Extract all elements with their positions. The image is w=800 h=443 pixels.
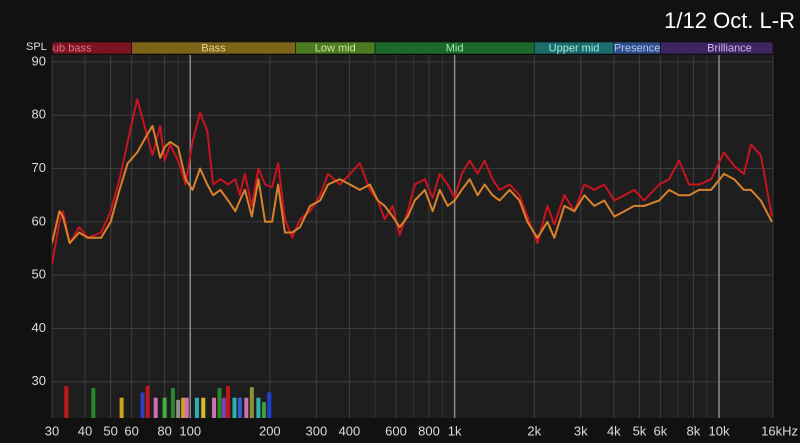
y-tick-label: 30: [32, 373, 46, 388]
x-tick-label: 2k: [527, 423, 541, 438]
x-tick-label: 600: [385, 423, 407, 438]
marker-bar: [267, 392, 272, 418]
band-label: Sub bass: [46, 42, 92, 54]
marker-bar: [256, 397, 261, 418]
marker-bar: [232, 397, 237, 418]
y-tick-label: 50: [32, 267, 46, 282]
marker-bar: [249, 387, 254, 418]
x-tick-label: 200: [259, 423, 281, 438]
marker-bar: [176, 399, 181, 418]
x-tick-label: 50: [103, 423, 117, 438]
x-tick-label: 5k: [633, 423, 647, 438]
band-label: Low mid: [315, 42, 356, 54]
marker-bar: [217, 388, 222, 418]
marker-bar: [261, 402, 266, 418]
x-tick-label: 800: [418, 423, 440, 438]
y-tick-label: 70: [32, 160, 46, 175]
marker-bar: [140, 392, 145, 418]
x-tick-label: 8k: [687, 423, 701, 438]
x-tick-label: 16kHz: [761, 423, 798, 438]
x-tick-label: 30: [45, 423, 59, 438]
marker-bar: [153, 397, 158, 418]
marker-bar: [91, 388, 96, 418]
band: [660, 42, 773, 55]
x-tick-label: 40: [78, 423, 92, 438]
band-label: Brilliance: [707, 42, 752, 54]
marker-bar: [181, 397, 186, 418]
y-tick-label: 80: [32, 107, 46, 122]
x-tick-label: 80: [157, 423, 171, 438]
band-label: Upper mid: [549, 42, 600, 54]
y-tick-label: 90: [32, 53, 46, 68]
x-tick-label: 100: [179, 423, 201, 438]
x-tick-label: 300: [306, 423, 328, 438]
marker-bar: [237, 397, 242, 418]
marker-bar: [184, 397, 189, 418]
layer: Sub bass Bass Low mid Mid Upper mid Presence B…: [32, 42, 798, 438]
series-line: [52, 98, 773, 265]
y-tick-label: 60: [32, 213, 46, 228]
x-tick-label: 10k: [709, 423, 730, 438]
marker-bar: [244, 397, 249, 418]
x-tick-label: 1k: [448, 423, 462, 438]
band-label: Bass: [201, 42, 226, 54]
plot-area: [52, 55, 773, 418]
marker-bar: [119, 397, 124, 418]
series-line: [52, 124, 773, 245]
marker-bar: [212, 397, 217, 418]
marker-bar: [226, 386, 231, 418]
x-tick-label: 3k: [574, 423, 588, 438]
y-axis-label: SPL: [26, 41, 47, 53]
x-tick-label: 4k: [607, 423, 621, 438]
band-header: Sub bass Bass Low mid Mid Upper mid Presence B…: [46, 42, 773, 55]
marker-bar: [221, 397, 226, 418]
x-tick-label: 400: [339, 423, 361, 438]
marker-bar: [201, 397, 206, 418]
band-label: Mid: [446, 42, 464, 54]
marker-bar: [64, 386, 69, 418]
marker-bar: [194, 397, 199, 418]
band-label: Presence: [614, 42, 660, 54]
chart-title: 1/12 Oct. L-R: [664, 8, 795, 33]
marker-bar: [145, 386, 150, 418]
x-tick-label: 60: [124, 423, 138, 438]
y-tick-label: 40: [32, 320, 46, 335]
marker-bar: [162, 397, 167, 418]
x-tick-label: 6k: [654, 423, 668, 438]
marker-bar: [170, 388, 175, 418]
